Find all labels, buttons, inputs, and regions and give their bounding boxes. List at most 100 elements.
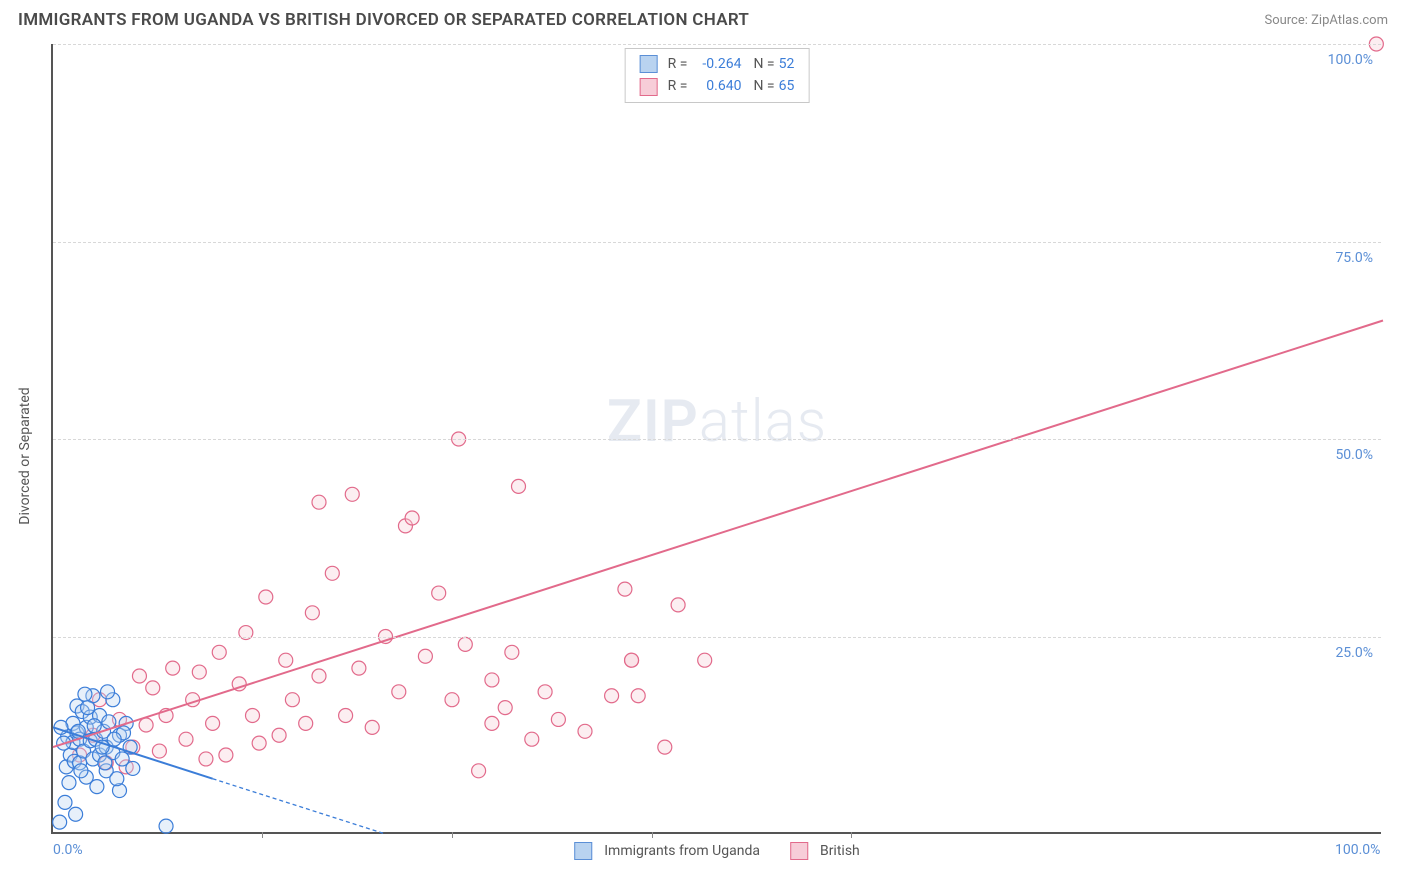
- scatter-point: [631, 689, 645, 703]
- scatter-point: [485, 716, 499, 730]
- x-tick-mark: [652, 832, 653, 838]
- scatter-point: [107, 732, 121, 746]
- scatter-point: [110, 772, 124, 786]
- source-label: Source:: [1264, 13, 1311, 28]
- scatter-point: [352, 661, 366, 675]
- swatch-bottom-b: [790, 842, 808, 860]
- chart-title: IMMIGRANTS FROM UGANDA VS BRITISH DIVORC…: [18, 10, 749, 30]
- scatter-point: [605, 689, 619, 703]
- trend-line: [53, 321, 1383, 748]
- y-tick-label: 75.0%: [1335, 250, 1373, 266]
- scatter-point: [132, 669, 146, 683]
- chart-header: IMMIGRANTS FROM UGANDA VS BRITISH DIVORC…: [0, 0, 1406, 36]
- scatter-point: [312, 495, 326, 509]
- scatter-point: [159, 819, 173, 833]
- y-tick-label: 25.0%: [1335, 645, 1373, 661]
- scatter-point: [212, 645, 226, 659]
- scatter-point: [246, 709, 260, 723]
- scatter-point: [279, 653, 293, 667]
- scatter-point: [365, 720, 379, 734]
- scatter-point: [345, 487, 359, 501]
- scatter-point: [578, 724, 592, 738]
- scatter-point: [53, 815, 67, 829]
- scatter-point: [62, 776, 76, 790]
- swatch-b: [640, 78, 658, 96]
- scatter-point: [405, 511, 419, 525]
- legend-row-b: R = 0.640 N = 65: [640, 75, 795, 97]
- series-legend: Immigrants from Uganda British: [574, 842, 860, 860]
- x-tick-mark: [851, 832, 852, 838]
- scatter-point: [219, 748, 233, 762]
- grid-line-h: [53, 242, 1381, 243]
- scatter-point: [625, 653, 639, 667]
- scatter-point: [98, 756, 112, 770]
- legend-item-a: Immigrants from Uganda: [574, 842, 760, 860]
- scatter-point: [285, 693, 299, 707]
- scatter-point: [392, 685, 406, 699]
- r-label-b: R =: [668, 75, 688, 97]
- scatter-point: [152, 744, 166, 758]
- grid-line-h: [53, 637, 1381, 638]
- scatter-point: [312, 669, 326, 683]
- scatter-point: [166, 661, 180, 675]
- scatter-point: [58, 795, 72, 809]
- scatter-point: [74, 764, 88, 778]
- legend-item-b: British: [790, 842, 860, 860]
- y-tick-label: 50.0%: [1335, 447, 1373, 463]
- scatter-point: [299, 716, 313, 730]
- scatter-point: [192, 665, 206, 679]
- n-label-b: N =: [753, 75, 774, 97]
- scatter-point: [87, 719, 101, 733]
- x-tick-mark: [262, 832, 263, 838]
- scatter-point: [339, 709, 353, 723]
- scatter-point: [551, 712, 565, 726]
- scatter-point: [505, 645, 519, 659]
- legend-label-b: British: [820, 843, 860, 859]
- legend-label-a: Immigrants from Uganda: [604, 843, 760, 859]
- scatter-point: [432, 586, 446, 600]
- scatter-point: [199, 752, 213, 766]
- plot-area: ZIPatlas R = -0.264 N = 52 R = 0.640 N =…: [51, 44, 1381, 834]
- y-axis-label: Divorced or Separated: [17, 387, 33, 524]
- scatter-point: [146, 681, 160, 695]
- scatter-point: [126, 761, 140, 775]
- scatter-point: [305, 606, 319, 620]
- legend-row-a: R = -0.264 N = 52: [640, 53, 795, 75]
- scatter-point: [618, 582, 632, 596]
- n-label-a: N =: [753, 53, 774, 75]
- r-value-b: 0.640: [691, 75, 741, 97]
- swatch-bottom-a: [574, 842, 592, 860]
- plot-svg: [53, 44, 1381, 832]
- grid-line-h: [53, 439, 1381, 440]
- grid-line-h: [53, 44, 1381, 45]
- scatter-point: [498, 701, 512, 715]
- scatter-point: [252, 736, 266, 750]
- scatter-point: [206, 716, 220, 730]
- n-value-b: 65: [779, 75, 795, 97]
- scatter-point: [538, 685, 552, 699]
- chart-source: Source: ZipAtlas.com: [1264, 13, 1388, 28]
- r-label-a: R =: [668, 53, 688, 75]
- scatter-point: [418, 649, 432, 663]
- trend-line: [213, 779, 386, 834]
- scatter-point: [525, 732, 539, 746]
- scatter-point: [445, 693, 459, 707]
- x-tick-label: 0.0%: [53, 842, 83, 858]
- scatter-point: [325, 566, 339, 580]
- chart-container: Divorced or Separated ZIPatlas R = -0.26…: [13, 36, 1393, 876]
- x-tick-label: 100.0%: [1335, 842, 1380, 858]
- scatter-point: [78, 687, 92, 701]
- scatter-point: [259, 590, 273, 604]
- correlation-legend: R = -0.264 N = 52 R = 0.640 N = 65: [625, 48, 810, 103]
- scatter-point: [472, 764, 486, 778]
- scatter-point: [658, 740, 672, 754]
- scatter-point: [458, 637, 472, 651]
- scatter-point: [69, 807, 83, 821]
- scatter-point: [671, 598, 685, 612]
- swatch-a: [640, 55, 658, 73]
- scatter-point: [272, 728, 286, 742]
- scatter-point: [81, 701, 95, 715]
- y-tick-label: 100.0%: [1328, 52, 1373, 68]
- scatter-point: [139, 718, 153, 732]
- scatter-point: [485, 673, 499, 687]
